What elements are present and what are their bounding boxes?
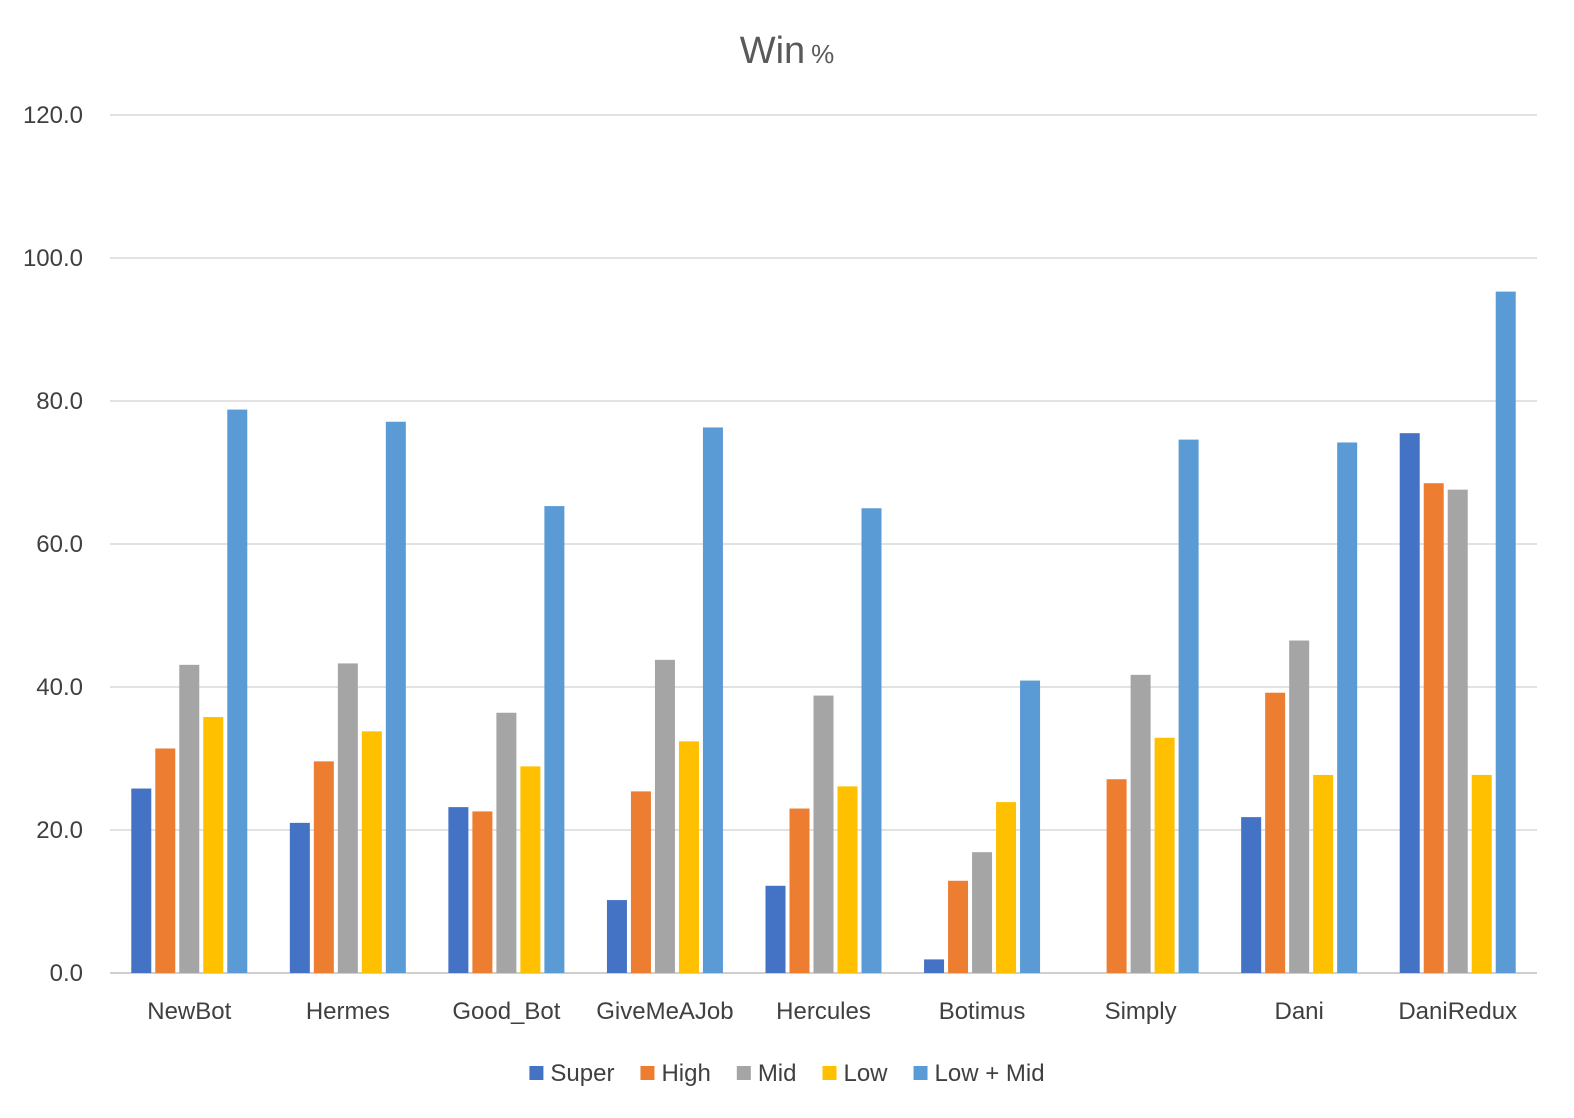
y-tick-label: 0.0 [50,960,83,987]
legend-label: Low + Mid [935,1060,1045,1087]
bar-low-hercules [837,786,858,973]
x-category-label: GiveMeAJob [596,998,733,1025]
legend-label: High [661,1060,710,1087]
bar-high-simply [1106,779,1127,973]
bar-high-newbot [155,748,176,973]
bar-super-hercules [765,885,786,973]
bar-low-simply [1154,737,1175,973]
bar-low-mid-daniredux [1495,291,1516,974]
bar-high-hermes [313,761,334,973]
bar-low-daniredux [1471,774,1492,973]
legend-label: Mid [758,1060,797,1087]
bar-mid-simply [1130,674,1151,973]
bar-low-dani [1313,774,1334,973]
bar-mid-newbot [179,664,200,973]
x-category-label: Hercules [776,998,871,1025]
bar-mid-good-bot [496,712,517,973]
bar-low-givemeajob [678,741,699,973]
bar-super-hermes [289,822,310,973]
y-tick-label: 20.0 [36,817,83,844]
legend-swatch [640,1066,655,1080]
bar-super-givemeajob [606,900,627,973]
bar-low-good-bot [520,766,541,973]
bar-high-daniredux [1423,483,1444,973]
x-category-label: DaniRedux [1398,998,1517,1025]
chart-title-suffix: % [811,39,834,69]
bar-mid-botimus [972,852,993,973]
bar-super-daniredux [1399,433,1420,973]
bar-high-good-bot [472,811,493,973]
legend: Super High Mid Low Low + Mid [529,1060,1045,1087]
bar-low-mid-good-bot [544,506,565,973]
legend-swatch [529,1066,544,1080]
bar-low-mid-hercules [861,508,882,973]
bar-mid-hermes [337,663,358,973]
legend-swatch [913,1066,928,1080]
y-tick-label: 60.0 [36,531,83,558]
legend-swatch [736,1066,751,1080]
bar-mid-givemeajob [654,659,675,973]
legend-label: Super [550,1060,614,1087]
bar-low-mid-botimus [1020,680,1041,973]
x-category-label: Good_Bot [452,998,560,1025]
y-tick-label: 100.0 [23,245,83,272]
bar-super-dani [1241,817,1262,973]
bar-mid-daniredux [1447,489,1468,973]
bar-super-good-bot [448,807,469,973]
bar-low-mid-givemeajob [702,427,723,974]
legend-label: Low [843,1060,888,1087]
bar-high-botimus [948,880,969,973]
x-category-label: Dani [1274,998,1323,1025]
bar-high-dani [1265,692,1286,973]
x-category-label: Simply [1105,998,1177,1025]
legend-swatch [822,1066,837,1080]
y-tick-label: 40.0 [36,674,83,701]
bar-low-mid-newbot [227,409,248,974]
bar-high-givemeajob [630,791,651,973]
bar-mid-dani [1289,640,1310,973]
x-category-label: Hermes [306,998,390,1025]
x-category-label: Botimus [939,998,1026,1025]
chart-title: Win% [740,30,835,72]
bar-low-mid-simply [1178,439,1199,973]
bar-high-hercules [789,808,810,973]
bar-low-mid-hermes [385,421,406,973]
bar-low-mid-dani [1337,442,1358,974]
bars [131,291,1516,974]
y-tick-label: 80.0 [36,388,83,415]
y-axis-ticks: 0.0 20.0 40.0 60.0 80.0 100.0 120.0 [23,102,83,987]
x-category-label: NewBot [147,998,231,1025]
chart-title-text: Win [740,30,805,72]
bar-super-newbot [131,788,152,973]
bar-low-botimus [996,802,1017,973]
bar-low-hermes [361,731,382,973]
y-tick-label: 120.0 [23,102,83,129]
bar-low-newbot [203,717,224,973]
bar-super-botimus [924,959,945,973]
x-axis-labels: NewBot Hermes Good_Bot GiveMeAJob Hercules Bo… [147,998,1517,1025]
bar-mid-hercules [813,695,834,973]
